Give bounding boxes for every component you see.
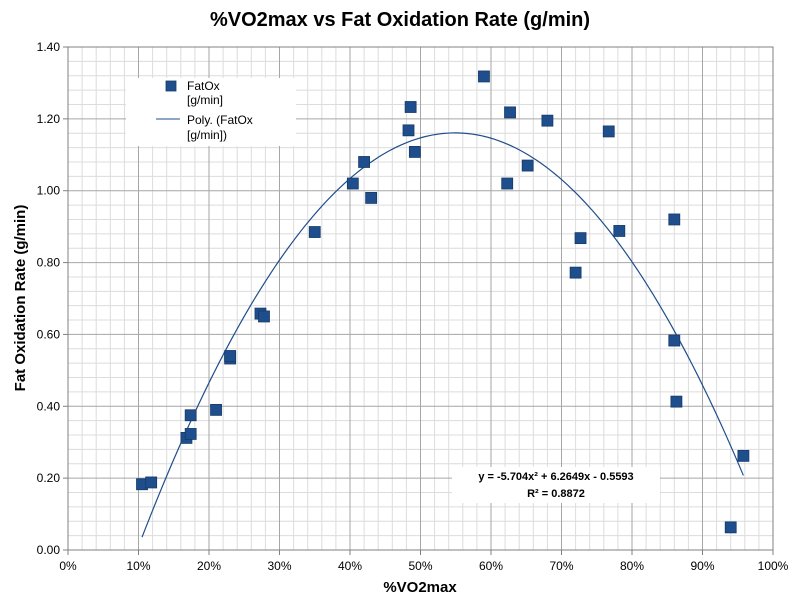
legend-box (126, 78, 296, 146)
data-point (668, 334, 681, 347)
y-tick-label: 0.00 (37, 543, 61, 557)
data-point (670, 395, 683, 408)
x-tick-label: 40% (338, 559, 362, 573)
y-tick-label: 0.60 (37, 327, 61, 341)
equation-box (452, 467, 660, 503)
data-point (521, 159, 534, 172)
data-point (737, 449, 750, 462)
x-tick-label: 10% (126, 559, 150, 573)
data-point (478, 70, 490, 83)
x-tick-label: 0% (59, 559, 77, 573)
x-tick-label: 80% (620, 559, 644, 573)
x-tick-label: 20% (197, 559, 221, 573)
data-point (668, 213, 681, 226)
data-point (408, 146, 421, 158)
data-point (258, 310, 270, 323)
legend-label-poly-line1: Poly. (FatOx (187, 113, 253, 127)
r-squared-text: R² = 0.8872 (527, 488, 585, 500)
legend-marker-fatox (165, 80, 177, 92)
data-point (210, 403, 222, 416)
equation-text: y = -5.704x² + 6.2649x - 0.5593 (478, 471, 633, 483)
x-tick-label: 100% (758, 559, 789, 573)
data-point (504, 106, 516, 119)
data-point (184, 409, 197, 422)
x-tick-label: 60% (479, 559, 503, 573)
y-tick-label: 1.00 (37, 184, 61, 198)
y-tick-label: 0.80 (37, 256, 61, 270)
data-point (346, 177, 359, 190)
data-point (145, 476, 158, 489)
x-tick-label: 70% (549, 559, 573, 573)
data-point (404, 101, 417, 113)
data-point (308, 226, 321, 238)
data-point (501, 177, 514, 190)
y-tick-label: 1.20 (37, 112, 61, 126)
x-tick-label: 90% (690, 559, 714, 573)
data-point (613, 225, 626, 237)
y-tick-label: 1.40 (37, 40, 61, 54)
x-tick-label: 50% (408, 559, 432, 573)
data-point (184, 428, 197, 440)
y-tick-label: 0.20 (37, 471, 61, 485)
major-gridlines (68, 47, 773, 550)
legend-label-poly-line2: [g/min]) (187, 128, 227, 142)
data-point (365, 191, 378, 204)
y-axis-ticks: 0.00 0.20 0.40 0.60 0.80 1.00 1.20 1.40 (37, 40, 68, 557)
fatox-series (136, 70, 750, 534)
x-axis-ticks: 0% 10% 20% 30% 40% 50% 60% 70% 80% 90% 100% (59, 550, 789, 573)
data-point (724, 521, 737, 534)
legend-label-fatox-line1: FatOx (187, 79, 220, 93)
trendline (141, 132, 744, 538)
y-axis-title: Fat Oxidation Rate (g/min) (12, 205, 29, 392)
trendline-equation: y = -5.704x² + 6.2649x - 0.5593 R² = 0.8… (452, 467, 660, 503)
data-point (569, 266, 582, 279)
data-point (602, 125, 615, 138)
chart-title: %VO2max vs Fat Oxidation Rate (g/min) (210, 9, 590, 31)
legend-label-fatox-line2: [g/min] (187, 93, 223, 107)
x-axis-title: %VO2max (383, 579, 457, 596)
legend: FatOx [g/min] Poly. (FatOx [g/min]) (126, 78, 296, 146)
y-tick-label: 0.40 (37, 399, 61, 413)
data-point (224, 350, 237, 362)
data-point (541, 114, 554, 127)
x-tick-label: 30% (267, 559, 291, 573)
data-point (358, 156, 371, 168)
trendline-series (141, 132, 744, 538)
data-point (402, 124, 415, 137)
data-point (574, 232, 587, 245)
